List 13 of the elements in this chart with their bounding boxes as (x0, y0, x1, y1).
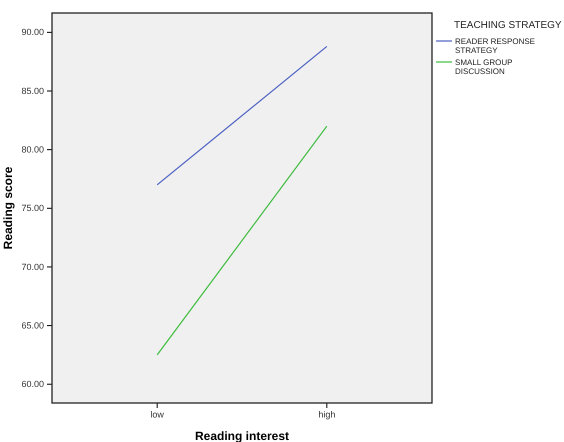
x-tick-label: high (318, 409, 336, 420)
y-tick-label: 60.00 (21, 379, 44, 390)
y-tick-label: 75.00 (21, 203, 44, 214)
y-tick-label: 90.00 (21, 27, 44, 38)
x-tick-label: low (150, 409, 164, 420)
y-tick-label: 80.00 (21, 144, 44, 155)
legend-title: TEACHING STRATEGY (454, 20, 562, 31)
y-tick-label: 85.00 (21, 86, 44, 96)
y-tick-label: 70.00 (21, 262, 44, 272)
y-axis-title: Reading score (1, 166, 15, 250)
y-tick-label: 65.00 (21, 320, 44, 330)
legend-label: READER RESPONSE STRATEGY (455, 37, 536, 55)
legend-label: SMALL GROUP DISCUSSION (455, 58, 512, 76)
